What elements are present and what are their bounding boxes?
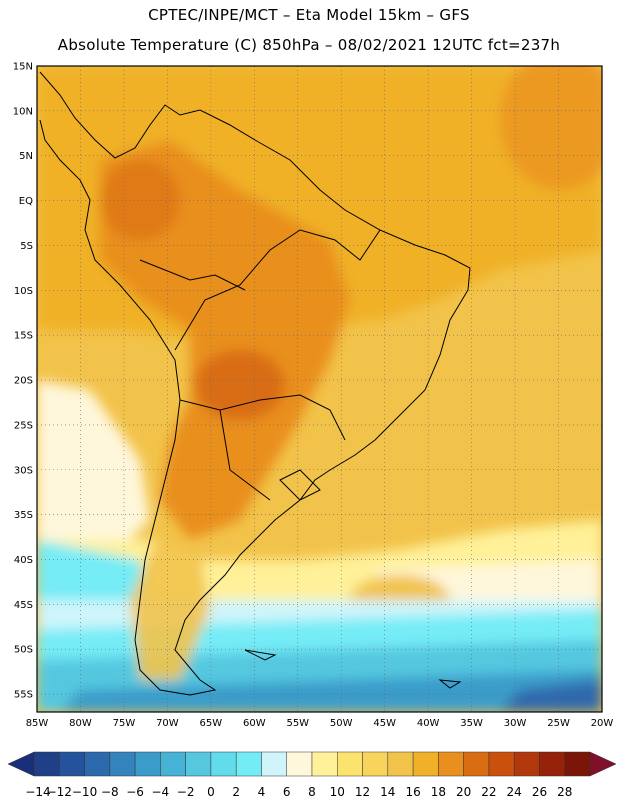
colorbar: [7, 751, 617, 777]
colorbar-tick-label: −10: [72, 785, 97, 799]
chart-subtitle: Absolute Temperature (C) 850hPa – 08/02/…: [57, 36, 561, 54]
colorbar-tick-label: 24: [507, 785, 522, 799]
colorbar-tick-label: 16: [405, 785, 420, 799]
colorbar-labels: −14−12 −10 −8 −6 −4 −2 0 2 4 6 8 10 12 14 16 18 20 22 24 26…: [25, 785, 572, 799]
lon-label: 20W: [591, 718, 614, 729]
colorbar-swatch: [387, 751, 414, 777]
colorbar-swatch: [412, 751, 439, 777]
colorbar-tick-label: 0: [207, 785, 215, 799]
lat-label: 10N: [13, 106, 33, 117]
colorbar-tick-label: 26: [532, 785, 547, 799]
map-frame: [36, 65, 603, 713]
colorbar-tick-label: 10: [330, 785, 345, 799]
colorbar-swatch: [311, 751, 338, 777]
lon-label: 35W: [460, 718, 483, 729]
colorbar-swatch: [33, 751, 60, 777]
lon-label: 80W: [69, 718, 92, 729]
lon-label: 60W: [243, 718, 266, 729]
colorbar-swatch: [235, 751, 262, 777]
colorbar-tick-label: 14: [380, 785, 395, 799]
colorbar-below-arrow: [7, 751, 35, 777]
colorbar-swatch: [109, 751, 136, 777]
colorbar-swatch: [337, 751, 363, 777]
lon-label: 45W: [373, 718, 396, 729]
colorbar-tick-label: 4: [258, 785, 266, 799]
lon-label: 70W: [156, 718, 179, 729]
colorbar-tick-label: −14: [25, 785, 50, 799]
latitude-labels: 15N 10N 5N EQ 5S 10S 15S 20S 25S 30S 35S 40S 45S 50S 5…: [13, 62, 33, 701]
coastline: [39, 71, 471, 696]
colorbar-tick-label: 18: [431, 785, 446, 799]
lat-label: 10S: [14, 286, 33, 297]
colorbar-tick-label: 28: [557, 785, 572, 799]
lon-label: 50W: [330, 718, 353, 729]
lat-label: 40S: [14, 555, 33, 566]
colorbar-swatch: [488, 751, 515, 777]
field-layer: [37, 66, 602, 712]
colorbar-swatch: [160, 751, 186, 777]
colorbar-swatch: [210, 751, 237, 777]
field-20-22: [195, 350, 285, 420]
lon-label: 55W: [286, 718, 309, 729]
colorbar-tick-label: 12: [355, 785, 370, 799]
lat-label: 5S: [20, 241, 33, 252]
lat-label: 15S: [14, 331, 33, 342]
lat-label: 45S: [14, 600, 33, 611]
lat-label: 5N: [19, 151, 33, 162]
colorbar-tick-label: 20: [456, 785, 471, 799]
colorbar-swatch: [185, 751, 212, 777]
colorbar-swatch: [134, 751, 161, 777]
colorbar-tick-label: 2: [232, 785, 240, 799]
colorbar-tick-label: −6: [126, 785, 144, 799]
colorbar-swatch: [59, 751, 85, 777]
lon-label: 25W: [547, 718, 570, 729]
chart-title: CPTEC/INPE/MCT – Eta Model 15km – GFS: [148, 6, 470, 24]
colorbar-swatch: [564, 751, 591, 777]
lat-label: 15N: [13, 62, 33, 73]
lon-label: 40W: [417, 718, 440, 729]
colorbar-above-arrow: [589, 751, 617, 777]
colorbar-tick-label: 22: [481, 785, 496, 799]
colorbar-tick-label: 8: [308, 785, 316, 799]
colorbar-tick-label: −12: [47, 785, 72, 799]
longitude-labels: 85W 80W 75W 70W 65W 60W 55W 50W 45W 40W 35W 30W 25W 2…: [26, 718, 614, 729]
colorbar-swatch: [438, 751, 464, 777]
colorbar-tick-label: −2: [177, 785, 195, 799]
colorbar-swatch: [84, 751, 111, 777]
colorbar-tick-label: 6: [283, 785, 291, 799]
lon-label: 30W: [504, 718, 527, 729]
lat-label: 35S: [14, 510, 33, 521]
lat-label: 30S: [14, 465, 33, 476]
lon-label: 65W: [200, 718, 223, 729]
colorbar-swatch: [286, 751, 313, 777]
field-18-20: [100, 140, 350, 540]
colorbar-tick-label: −4: [152, 785, 170, 799]
lat-label: 20S: [14, 376, 33, 387]
colorbar-swatch: [513, 751, 540, 777]
field-6-8-west: [37, 380, 150, 540]
colorbar-swatch: [463, 751, 490, 777]
colorbar-swatch: [539, 751, 565, 777]
lat-label: EQ: [19, 196, 33, 207]
colorbar-tick-label: −8: [101, 785, 119, 799]
lon-label: 85W: [26, 718, 49, 729]
lat-label: 25S: [14, 420, 33, 431]
colorbar-swatch: [362, 751, 389, 777]
lon-label: 75W: [113, 718, 136, 729]
colorbar-swatch: [261, 751, 287, 777]
lat-label: 50S: [14, 645, 33, 656]
lat-label: 55S: [14, 690, 33, 701]
